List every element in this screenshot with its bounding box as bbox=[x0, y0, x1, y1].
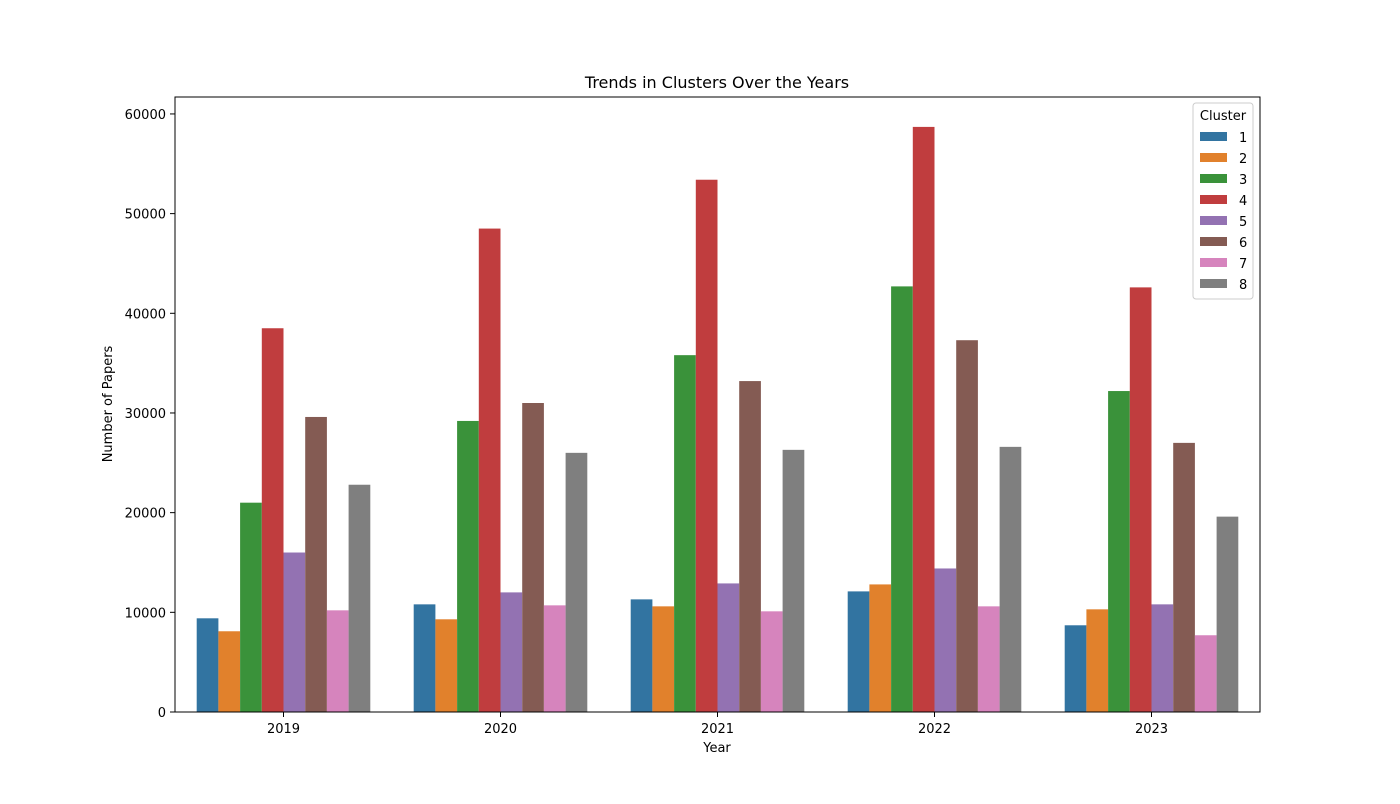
legend-swatch-2 bbox=[1200, 153, 1227, 162]
bar-2020-cluster-5 bbox=[500, 592, 523, 712]
bar-2023-cluster-1 bbox=[1064, 625, 1087, 712]
y-tick-label: 0 bbox=[158, 706, 166, 721]
plot-frame bbox=[174, 96, 1261, 713]
bar-2022-cluster-7 bbox=[977, 606, 1000, 712]
y-tick-label: 30000 bbox=[125, 407, 166, 422]
bar-2021-cluster-2 bbox=[652, 606, 675, 712]
bar-2023-cluster-8 bbox=[1216, 516, 1239, 712]
x-axis-title: Year bbox=[702, 741, 731, 756]
legend-swatch-7 bbox=[1200, 258, 1227, 267]
bar-2020-cluster-6 bbox=[522, 403, 544, 712]
bar-2023-cluster-7 bbox=[1194, 635, 1217, 712]
legend-label-3: 3 bbox=[1239, 173, 1247, 188]
bar-2023-cluster-3 bbox=[1108, 391, 1130, 712]
bar-2022-cluster-2 bbox=[869, 584, 892, 712]
legend-swatch-1 bbox=[1200, 132, 1227, 141]
bar-2022-cluster-3 bbox=[891, 286, 913, 712]
bar-2020-cluster-8 bbox=[565, 452, 588, 712]
legend-swatch-8 bbox=[1200, 279, 1227, 288]
legend-label-1: 1 bbox=[1239, 131, 1247, 146]
x-tick-label: 2020 bbox=[484, 722, 517, 737]
bar-2019-cluster-7 bbox=[326, 610, 349, 712]
x-tick-label: 2022 bbox=[918, 722, 951, 737]
bar-2021-cluster-8 bbox=[782, 449, 805, 712]
bar-2021-cluster-7 bbox=[760, 611, 783, 712]
y-axis-title: Number of Papers bbox=[101, 345, 116, 462]
x-tick-label: 2021 bbox=[701, 722, 734, 737]
y-tick-label: 40000 bbox=[125, 307, 166, 322]
legend-label-7: 7 bbox=[1239, 257, 1247, 272]
x-axis: 2019 2020 2021 2022 2023 bbox=[267, 712, 1168, 737]
legend-label-2: 2 bbox=[1239, 152, 1247, 167]
bar-2021-cluster-5 bbox=[717, 583, 740, 712]
bar-2019-cluster-4 bbox=[261, 328, 284, 712]
legend: Cluster 1 2 3 4 5 6 7 8 bbox=[1192, 102, 1254, 300]
bar-2019-cluster-1 bbox=[196, 618, 219, 712]
legend-swatch-5 bbox=[1200, 216, 1227, 225]
bar-2021-cluster-1 bbox=[630, 599, 653, 712]
x-tick-label: 2019 bbox=[267, 722, 300, 737]
bar-2019-cluster-2 bbox=[218, 631, 241, 712]
bars-layer bbox=[196, 126, 1239, 712]
bar-2022-cluster-4 bbox=[912, 126, 935, 712]
legend-label-5: 5 bbox=[1239, 215, 1247, 230]
legend-label-6: 6 bbox=[1239, 236, 1247, 251]
bar-2020-cluster-3 bbox=[457, 420, 479, 712]
y-tick-label: 50000 bbox=[125, 208, 166, 223]
y-axis: 0 10000 20000 30000 40000 50000 60000 bbox=[125, 108, 175, 721]
legend-swatch-6 bbox=[1200, 237, 1227, 246]
bar-2020-cluster-7 bbox=[543, 605, 566, 712]
legend-swatch-4 bbox=[1200, 195, 1227, 204]
bar-2020-cluster-2 bbox=[435, 619, 458, 712]
bar-2022-cluster-5 bbox=[934, 568, 957, 712]
legend-title: Cluster bbox=[1200, 109, 1247, 124]
bar-2023-cluster-4 bbox=[1129, 287, 1152, 712]
y-tick-label: 20000 bbox=[125, 507, 166, 522]
bar-2023-cluster-2 bbox=[1086, 609, 1109, 712]
bar-2021-cluster-6 bbox=[739, 381, 761, 712]
bar-2019-cluster-3 bbox=[240, 502, 262, 712]
legend-label-8: 8 bbox=[1239, 278, 1247, 293]
bar-2021-cluster-3 bbox=[674, 355, 696, 712]
bar-2023-cluster-6 bbox=[1173, 442, 1195, 712]
bar-2020-cluster-1 bbox=[413, 604, 436, 712]
bar-2022-cluster-1 bbox=[847, 591, 870, 712]
bar-2019-cluster-8 bbox=[348, 484, 371, 712]
x-tick-label: 2023 bbox=[1135, 722, 1168, 737]
legend-swatch-3 bbox=[1200, 174, 1227, 183]
bar-2021-cluster-4 bbox=[695, 179, 718, 712]
bar-2022-cluster-8 bbox=[999, 446, 1022, 712]
chart-title: Trends in Clusters Over the Years bbox=[584, 73, 849, 92]
y-tick-label: 10000 bbox=[125, 606, 166, 621]
bar-2019-cluster-5 bbox=[283, 552, 306, 712]
legend-label-4: 4 bbox=[1239, 194, 1247, 209]
y-tick-label: 60000 bbox=[125, 108, 166, 123]
bar-2019-cluster-6 bbox=[305, 416, 327, 712]
bar-2022-cluster-6 bbox=[956, 340, 978, 712]
bar-2023-cluster-5 bbox=[1151, 604, 1174, 712]
bar-2020-cluster-4 bbox=[478, 228, 501, 712]
